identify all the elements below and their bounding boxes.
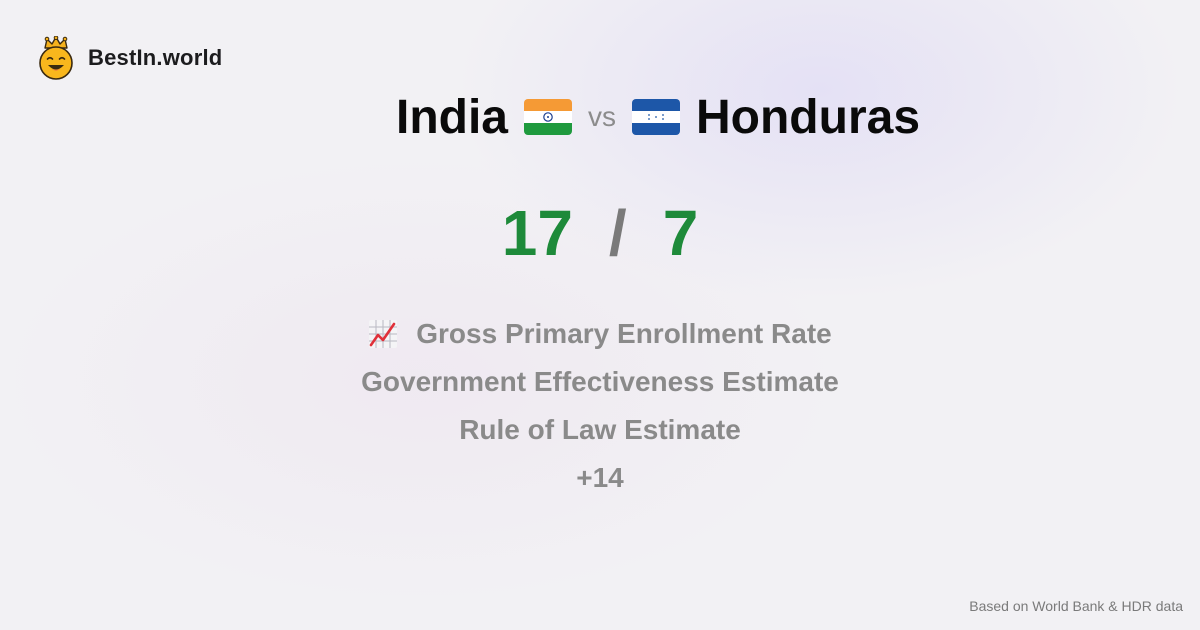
right-country-name: Honduras bbox=[696, 90, 921, 144]
metric-label: Rule of Law Estimate bbox=[459, 414, 741, 445]
score-display: 17 / 7 bbox=[0, 193, 1200, 273]
crowned-smiley-icon bbox=[39, 36, 73, 80]
honduras-flag-icon bbox=[632, 99, 680, 135]
metric-label: Government Effectiveness Estimate bbox=[361, 366, 839, 397]
metric-item: Government Effectiveness Estimate bbox=[0, 358, 1200, 406]
metric-item: Rule of Law Estimate bbox=[0, 406, 1200, 454]
more-metrics-count: +14 bbox=[0, 454, 1200, 502]
chart-increasing-icon bbox=[369, 320, 398, 348]
brand-header[interactable]: BestIn.world bbox=[38, 36, 222, 80]
metric-label: Gross Primary Enrollment Rate bbox=[416, 318, 832, 349]
india-flag-icon bbox=[524, 99, 572, 135]
metric-label: +14 bbox=[576, 462, 624, 493]
left-score: 17 bbox=[501, 197, 573, 269]
right-score: 7 bbox=[662, 197, 699, 269]
data-source-note: Based on World Bank & HDR data bbox=[969, 598, 1183, 614]
comparison-headline: India vs Honduras bbox=[0, 82, 1200, 152]
brand-name: BestIn.world bbox=[88, 45, 223, 70]
left-country-name: India bbox=[395, 90, 508, 144]
vs-label: vs bbox=[588, 101, 616, 132]
metric-list: Gross Primary Enrollment Rate Government… bbox=[0, 310, 1200, 502]
score-separator: / bbox=[608, 197, 627, 269]
metric-item: Gross Primary Enrollment Rate bbox=[0, 310, 1200, 358]
